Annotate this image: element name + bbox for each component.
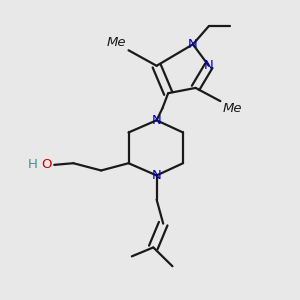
Text: N: N [152,114,161,127]
Text: N: N [204,59,214,72]
Text: Me: Me [223,102,242,116]
Text: H: H [28,158,38,171]
Text: O: O [41,158,52,171]
Text: N: N [152,169,161,182]
Text: N: N [188,38,198,51]
Text: Me: Me [106,36,126,49]
